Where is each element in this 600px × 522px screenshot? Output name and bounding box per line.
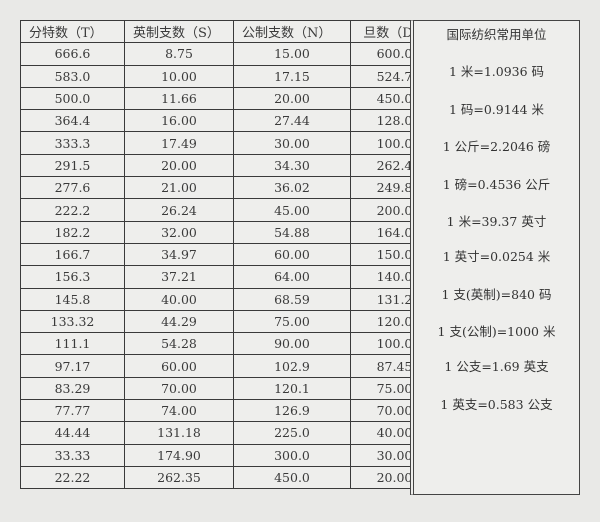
dtex-cell: 500.0 xyxy=(20,86,125,111)
metric-count-cell: 300.0 xyxy=(233,443,351,467)
table-row: 97.17 60.00 102.9 87.45 xyxy=(20,354,439,378)
english-count-cell: 8.75 xyxy=(124,42,234,66)
table-row: 77.77 74.00 126.9 70.00 xyxy=(20,399,439,423)
english-count-cell: 20.00 xyxy=(124,153,234,178)
table-row: 666.6 8.75 15.00 600.0 xyxy=(20,42,439,66)
metric-count-cell: 30.00 xyxy=(233,131,351,155)
metric-count-cell: 68.59 xyxy=(233,287,351,311)
unit-conversion-item: 1 公斤=2.2046 磅 xyxy=(442,139,551,154)
metric-count-cell: 36.02 xyxy=(233,176,351,200)
dtex-cell: 333.3 xyxy=(20,131,125,155)
metric-count-cell: 15.00 xyxy=(233,42,351,66)
english-count-cell: 32.00 xyxy=(124,220,234,244)
header-english-count: 英制支数（S） xyxy=(124,19,234,44)
unit-conversion-item: 1 支(公制)=1000 米 xyxy=(437,324,556,339)
unit-conversion-item: 1 英寸=0.0254 米 xyxy=(442,249,551,264)
metric-count-cell: 34.30 xyxy=(233,153,351,178)
table-row: 145.8 40.00 68.59 131.2 xyxy=(20,287,439,311)
english-count-cell: 44.29 xyxy=(124,309,234,334)
table-header-row: 分特数（T） 英制支数（S） 公制支数（N） 旦数（D） xyxy=(20,19,439,44)
dtex-cell: 22.22 xyxy=(20,465,125,490)
dtex-cell: 44.44 xyxy=(20,421,125,445)
metric-count-cell: 45.00 xyxy=(233,198,351,222)
english-count-cell: 11.66 xyxy=(124,86,234,111)
unit-conversion-item: 1 码=0.9144 米 xyxy=(448,102,545,117)
dtex-cell: 156.3 xyxy=(20,265,125,289)
table-row: 83.29 70.00 120.1 75.00 xyxy=(20,376,439,401)
table-row: 277.6 21.00 36.02 249.8 xyxy=(20,176,439,200)
metric-count-cell: 450.0 xyxy=(233,465,351,490)
table-row: 182.2 32.00 54.88 164.0 xyxy=(20,220,439,244)
dtex-cell: 133.32 xyxy=(20,309,125,334)
unit-conversion-item: 1 磅=0.4536 公斤 xyxy=(442,177,551,192)
english-count-cell: 17.49 xyxy=(124,131,234,155)
english-count-cell: 262.35 xyxy=(124,465,234,490)
metric-count-cell: 20.00 xyxy=(233,86,351,111)
table-row: 333.3 17.49 30.00 100.0 xyxy=(20,131,439,155)
english-count-cell: 40.00 xyxy=(124,287,234,311)
table-row: 33.33 174.90 300.0 30.00 xyxy=(20,443,439,467)
english-count-cell: 60.00 xyxy=(124,354,234,378)
table-row: 111.1 54.28 90.00 100.0 xyxy=(20,332,439,356)
english-count-cell: 174.90 xyxy=(124,443,234,467)
dtex-cell: 166.7 xyxy=(20,242,125,267)
dtex-cell: 583.0 xyxy=(20,64,125,88)
english-count-cell: 10.00 xyxy=(124,64,234,88)
english-count-cell: 21.00 xyxy=(124,176,234,200)
table-row: 44.44 131.18 225.0 40.00 xyxy=(20,421,439,445)
dtex-cell: 222.2 xyxy=(20,198,125,222)
table-row: 291.5 20.00 34.30 262.4 xyxy=(20,153,439,178)
metric-count-cell: 64.00 xyxy=(233,265,351,289)
dtex-cell: 277.6 xyxy=(20,176,125,200)
table-row: 583.0 10.00 17.15 524.7 xyxy=(20,64,439,88)
table-row: 156.3 37.21 64.00 140.0 xyxy=(20,265,439,289)
table-row: 166.7 34.97 60.00 150.0 xyxy=(20,242,439,267)
metric-count-cell: 17.15 xyxy=(233,64,351,88)
header-metric-count: 公制支数（N） xyxy=(233,19,351,44)
table-row: 133.32 44.29 75.00 120.0 xyxy=(20,309,439,334)
table-row: 500.0 11.66 20.00 450.0 xyxy=(20,86,439,111)
metric-count-cell: 225.0 xyxy=(233,421,351,445)
dtex-cell: 97.17 xyxy=(20,354,125,378)
table-row: 364.4 16.00 27.44 128.0 xyxy=(20,109,439,133)
dtex-cell: 145.8 xyxy=(20,287,125,311)
dtex-cell: 364.4 xyxy=(20,109,125,133)
english-count-cell: 54.28 xyxy=(124,332,234,356)
english-count-cell: 26.24 xyxy=(124,198,234,222)
metric-count-cell: 60.00 xyxy=(233,242,351,267)
dtex-cell: 666.6 xyxy=(20,42,125,66)
header-dtex: 分特数（T） xyxy=(20,19,125,44)
dtex-cell: 182.2 xyxy=(20,220,125,244)
dtex-cell: 33.33 xyxy=(20,443,125,467)
english-count-cell: 70.00 xyxy=(124,376,234,401)
metric-count-cell: 126.9 xyxy=(233,399,351,423)
metric-count-cell: 75.00 xyxy=(233,309,351,334)
english-count-cell: 34.97 xyxy=(124,242,234,267)
unit-conversion-item: 1 米=1.0936 码 xyxy=(448,64,545,79)
english-count-cell: 74.00 xyxy=(124,399,234,423)
metric-count-cell: 90.00 xyxy=(233,332,351,356)
conversion-table: 分特数（T） 英制支数（S） 公制支数（N） 旦数（D） 666.6 8.75 15… xyxy=(20,19,439,490)
dtex-cell: 291.5 xyxy=(20,153,125,178)
metric-count-cell: 27.44 xyxy=(233,109,351,133)
units-panel: 国际纺织常用单位 1 米=1.0936 码 1 码=0.9144 米 1 公斤=2.… xyxy=(410,20,580,495)
english-count-cell: 37.21 xyxy=(124,265,234,289)
units-title: 国际纺织常用单位 xyxy=(446,27,547,42)
dtex-cell: 77.77 xyxy=(20,399,125,423)
table-row: 22.22 262.35 450.0 20.00 xyxy=(20,465,439,490)
metric-count-cell: 102.9 xyxy=(233,354,351,378)
dtex-cell: 111.1 xyxy=(20,332,125,356)
unit-conversion-item: 1 英支=0.583 公支 xyxy=(440,397,553,412)
metric-count-cell: 54.88 xyxy=(233,220,351,244)
unit-conversion-item: 1 公支=1.69 英支 xyxy=(444,359,549,374)
metric-count-cell: 120.1 xyxy=(233,376,351,401)
english-count-cell: 16.00 xyxy=(124,109,234,133)
unit-conversion-item: 1 米=39.37 英寸 xyxy=(446,214,547,229)
dtex-cell: 83.29 xyxy=(20,376,125,401)
english-count-cell: 131.18 xyxy=(124,421,234,445)
table-row: 222.2 26.24 45.00 200.0 xyxy=(20,198,439,222)
unit-conversion-item: 1 支(英制)=840 码 xyxy=(441,287,552,302)
